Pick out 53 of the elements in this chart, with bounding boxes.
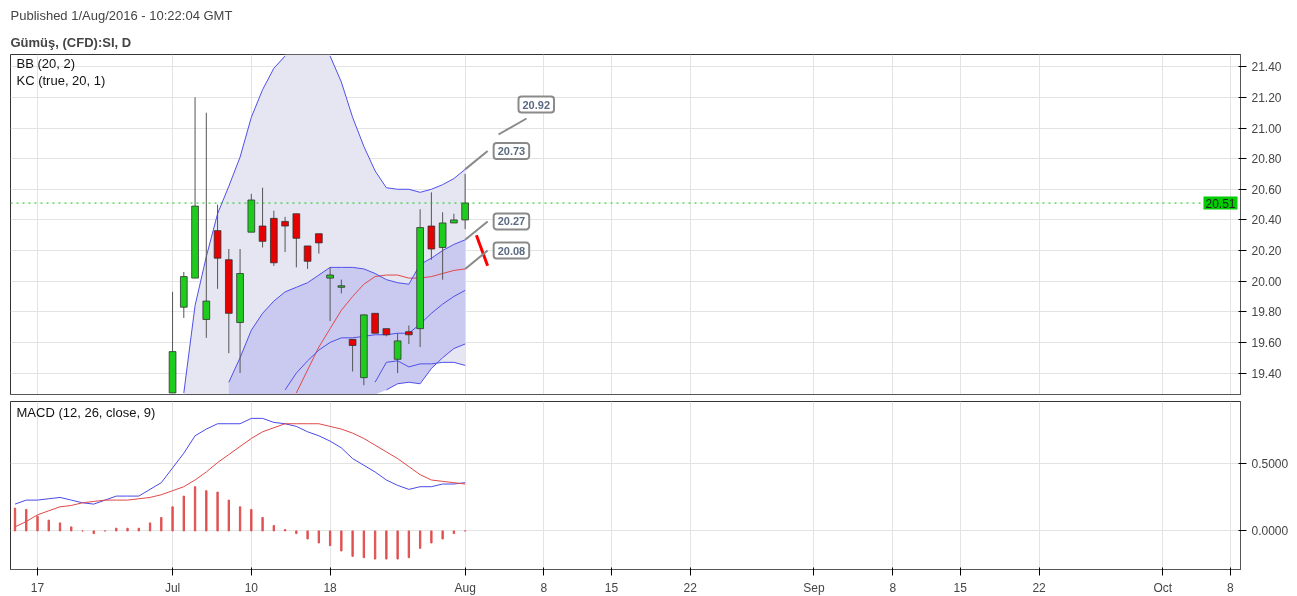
y-tick-label: 0.0000 [1251,524,1289,539]
x-tick-label: 8 [889,580,897,595]
line-series [14,423,466,528]
y-tick-label: 19.80 [1251,305,1282,320]
x-tick-label: 15 [604,580,619,595]
chart-title: Published 1/Aug/2016 - 10:22:04 GMT [10,7,233,23]
line-series [295,268,466,394]
y-tick-label: 0.5000 [1251,457,1289,472]
y-tick-label: 20.80 [1251,152,1282,167]
y-tick-label: 20.40 [1251,213,1282,228]
x-tick-label: 22 [1032,580,1047,595]
y-tick-label: 19.40 [1251,366,1282,381]
annotation: 20.08 [497,244,526,257]
y-tick-label: 20.00 [1251,274,1282,289]
y-tick-label: 21.40 [1251,60,1282,75]
x-tick-label: Oct [1153,580,1173,595]
y-tick-label: 20.60 [1251,182,1282,197]
x-tick-label: 10 [244,580,259,595]
candlestick [258,187,267,248]
x-tick-label: 8 [540,580,548,595]
annotation: 20.92 [522,98,551,111]
candlestick [450,213,458,224]
annotation: 20.73 [497,144,526,157]
x-tick-label: Sep [803,580,825,595]
annotation: KC (true, 20, 1) [16,72,106,88]
candlestick [427,191,436,261]
y-tick-label: 20.20 [1251,244,1282,259]
candlestick [303,245,312,270]
annotation: 20.27 [497,215,526,228]
line-series [284,289,466,391]
candlestick [348,338,357,373]
x-tick-label: Jul [164,580,181,595]
ref-line-label: 20.51 [1205,196,1236,211]
candlestick [326,266,334,322]
candlestick [405,325,413,345]
annotation: BB (20, 2) [16,55,76,71]
x-tick-label: 8 [1227,580,1235,595]
x-tick-label: Aug [454,580,476,595]
x-tick-label: 22 [683,580,698,595]
candlestick [202,112,211,339]
candlestick [393,332,402,374]
candlestick [371,312,379,334]
y-tick-label: 21.20 [1251,90,1282,105]
candlestick [281,216,289,253]
y-tick-label: 19.60 [1251,335,1282,350]
x-tick-label: 18 [323,580,338,595]
candlestick [461,173,469,230]
chart-subtitle: Gümüş, (CFD):SI, D [10,34,132,50]
x-tick-label: 17 [30,580,45,595]
candlestick [315,233,323,255]
y-tick-label: 21.00 [1251,121,1282,136]
x-tick-label: 15 [953,580,968,595]
chart-title: MACD (12, 26, close, 9) [16,404,156,420]
